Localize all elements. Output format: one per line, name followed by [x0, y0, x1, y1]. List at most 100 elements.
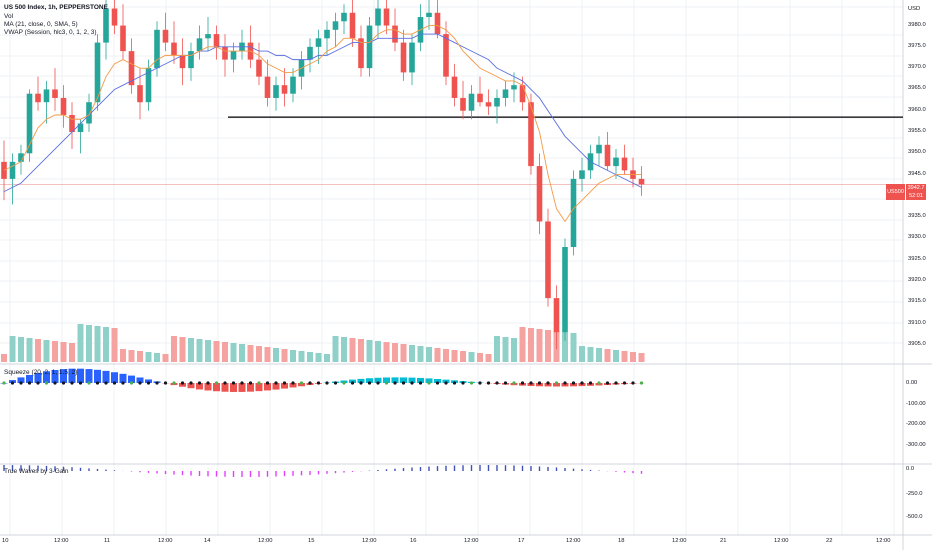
squeeze-dot: [299, 381, 304, 385]
volume-bar: [562, 332, 568, 362]
candle-body: [375, 8, 381, 26]
volume-bar: [451, 350, 458, 362]
squeeze-bar: [187, 383, 195, 389]
volume-bar: [579, 346, 585, 362]
squeeze-bar: [570, 383, 577, 387]
squeeze-dot: [104, 381, 108, 385]
squeeze-dot: [401, 381, 406, 385]
squeeze-dot: [571, 381, 576, 385]
time-tick-label: 18: [618, 538, 625, 544]
candle-body: [426, 12, 432, 18]
volume-bar: [26, 338, 33, 362]
volume-bar: [264, 347, 271, 362]
time-tick-label: 12:00: [54, 538, 69, 544]
squeeze-bar: [26, 374, 33, 383]
volume-bar: [196, 339, 203, 362]
ma-legend[interactable]: MA (21, close, 0, SMA, 5): [4, 21, 78, 28]
squeeze-bar: [400, 377, 407, 383]
bar-countdown: 52:01: [909, 193, 923, 199]
wave-legend[interactable]: True Waves by 3-Gain: [4, 468, 69, 475]
volume-bar: [247, 345, 254, 362]
symbol-title[interactable]: US 500 Index, 1h, PEPPERSTONE: [4, 4, 108, 11]
candle-body: [171, 42, 177, 56]
candle-body: [69, 114, 75, 133]
squeeze-dot: [87, 381, 91, 385]
squeeze-bar: [374, 377, 382, 383]
volume-bar: [519, 327, 526, 362]
candle-body: [562, 247, 568, 333]
volume-bar: [94, 326, 101, 362]
squeeze-bar: [119, 373, 127, 383]
time-tick-label: 12:00: [566, 538, 581, 544]
volume-bar: [120, 349, 126, 362]
candle-body: [188, 51, 194, 69]
vwap-legend[interactable]: VWAP (Session, hlc3, 0, 1, 2, 3): [4, 29, 97, 36]
volume-bar: [392, 343, 398, 362]
squeeze-bar: [281, 383, 288, 389]
time-tick-label: 17: [518, 538, 525, 544]
squeeze-dot: [444, 381, 448, 385]
squeeze-dot: [189, 381, 193, 385]
squeeze-dot: [597, 381, 601, 385]
volume-legend[interactable]: Vol: [4, 13, 14, 20]
volume-bar: [638, 353, 645, 362]
squeeze-histogram: [0, 368, 645, 392]
volume-bar: [358, 339, 364, 362]
candle-body: [205, 34, 211, 39]
squeeze-bar: [68, 368, 76, 383]
volume-bar: [213, 341, 220, 362]
squeeze-dot: [223, 381, 227, 385]
squeeze-bar: [544, 383, 552, 387]
candle-body: [9, 161, 16, 179]
candle-body: [366, 25, 373, 69]
squeeze-bar: [77, 368, 84, 383]
candle-body: [545, 221, 551, 299]
volume-bar: [332, 336, 339, 362]
squeeze-dot: [563, 381, 567, 385]
squeeze-dot: [452, 381, 457, 385]
candle-body: [264, 76, 271, 98]
candle-body: [502, 89, 509, 98]
squeeze-dot: [282, 381, 287, 385]
candle-body: [315, 38, 322, 47]
price-tick-label: 3905.0: [908, 340, 926, 347]
time-tick-label: 16: [410, 538, 417, 544]
candle-body: [103, 8, 109, 43]
volume-bar: [485, 354, 492, 362]
candle-body: [494, 97, 500, 107]
candle-body: [86, 102, 92, 124]
volume-bar: [383, 342, 390, 362]
candle-body: [349, 12, 356, 39]
candle-body: [179, 55, 186, 69]
volume-bar: [43, 340, 50, 362]
price-tick-label: 3925.0: [908, 255, 926, 262]
volume-bar: [630, 352, 636, 362]
squeeze-dot: [112, 381, 117, 385]
candle-body: [222, 46, 228, 60]
squeeze-dot: [435, 381, 440, 385]
candle-body: [596, 144, 602, 154]
squeeze-bar: [111, 372, 118, 383]
time-tick-label: 11: [104, 538, 111, 544]
candle-body: [468, 93, 475, 111]
squeeze-dot: [537, 381, 542, 385]
squeeze-dot: [614, 381, 618, 385]
candle-body: [443, 34, 449, 77]
price-tick-label: 3950.0: [908, 149, 926, 156]
volume-bar: [511, 338, 517, 362]
squeeze-legend[interactable]: Squeeze (20, 2, 1, 1.5, 2): [4, 369, 78, 376]
candle-body: [638, 178, 645, 185]
time-tick-label: 12:00: [258, 538, 273, 544]
wave-indicator: [3, 465, 643, 477]
volume-bar: [18, 337, 24, 362]
squeeze-dot: [384, 381, 389, 385]
price-tick-label: 3975.0: [908, 42, 926, 49]
squeeze-dot: [393, 381, 397, 385]
candle-body: [511, 85, 517, 90]
volume-bar: [460, 351, 466, 362]
squeeze-dot: [44, 381, 49, 385]
candle-body: [519, 85, 526, 103]
time-tick-label: 22: [826, 538, 833, 544]
price-tick-label: 3920.0: [908, 277, 926, 284]
